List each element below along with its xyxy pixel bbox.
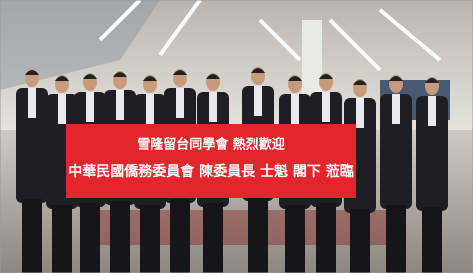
photo: 雪隆留台同學會 熱烈歡迎 中華民國僑務委員會 陳委員長 士魁 閣下 蒞臨 bbox=[0, 0, 473, 273]
shirt bbox=[428, 96, 436, 126]
shirt bbox=[146, 94, 154, 124]
legs bbox=[422, 207, 442, 273]
legs bbox=[386, 205, 406, 273]
banner-line-2: 中華民國僑務委員會 陳委員長 士魁 閣下 蒞臨 bbox=[68, 163, 354, 180]
shirt bbox=[392, 94, 400, 124]
shirt bbox=[356, 98, 364, 128]
legs bbox=[80, 203, 100, 273]
shirt bbox=[58, 94, 66, 124]
legs bbox=[350, 209, 370, 273]
shirt bbox=[209, 92, 217, 122]
legs bbox=[248, 197, 268, 273]
legs bbox=[52, 205, 72, 273]
banner bbox=[66, 124, 356, 198]
legs bbox=[170, 199, 190, 273]
shirt bbox=[86, 92, 94, 122]
legs bbox=[110, 201, 130, 273]
shirt bbox=[254, 86, 262, 116]
legs bbox=[203, 203, 223, 273]
shirt bbox=[291, 94, 299, 124]
legs bbox=[22, 199, 42, 273]
banner-line-1: 雪隆留台同學會 熱烈歡迎 bbox=[137, 137, 285, 153]
shirt bbox=[176, 88, 184, 118]
shirt bbox=[28, 88, 36, 118]
page: 雪隆留台同學會 熱烈歡迎 中華民國僑務委員會 陳委員長 士魁 閣下 蒞臨 (()… bbox=[0, 0, 473, 273]
legs bbox=[316, 203, 336, 273]
shirt bbox=[116, 90, 124, 120]
legs bbox=[140, 205, 160, 273]
shirt bbox=[322, 92, 330, 122]
legs bbox=[285, 205, 305, 273]
